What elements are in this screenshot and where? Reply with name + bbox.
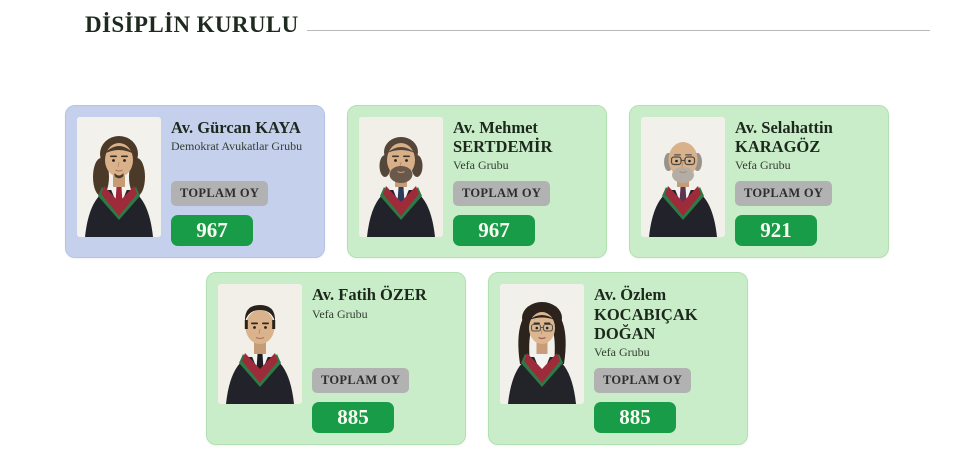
member-info: Av. Özlem KOCABIÇAK DOĞAN Vefa Grubu TOP… (594, 284, 736, 433)
vote-count-badge: 967 (453, 215, 535, 247)
portrait-photo (500, 284, 584, 405)
portrait-photo (359, 117, 443, 237)
vote-badges: TOPLAM OY 885 (594, 360, 736, 433)
member-info: Av. Fatih ÖZER Vefa Grubu TOPLAM OY 885 (312, 284, 454, 433)
member-card: Av. Fatih ÖZER Vefa Grubu TOPLAM OY 885 (206, 272, 466, 445)
member-card: Av. Mehmet SERTDEMİR Vefa Grubu TOPLAM O… (347, 105, 607, 259)
vote-count-badge: 921 (735, 215, 817, 247)
portrait-photo (641, 117, 725, 237)
member-group: Vefa Grubu (594, 344, 650, 359)
page-title: DİSİPLİN KURULU (85, 12, 299, 37)
member-group: Vefa Grubu (735, 158, 791, 173)
vote-count-badge: 885 (312, 401, 394, 433)
member-card: Av. Özlem KOCABIÇAK DOĞAN Vefa Grubu TOP… (488, 272, 748, 445)
total-votes-label-badge: TOPLAM OY (171, 181, 269, 207)
member-name: Av. Fatih ÖZER (312, 285, 427, 305)
total-votes-label-badge: TOPLAM OY (735, 181, 833, 207)
member-group: Vefa Grubu (453, 158, 509, 173)
member-info: Av. Gürcan KAYA Demokrat Avukatlar Grubu… (171, 117, 313, 247)
member-name: Av. Özlem KOCABIÇAK DOĞAN (594, 285, 698, 343)
vote-badges: TOPLAM OY 967 (453, 173, 595, 247)
member-name: Av. Gürcan KAYA (171, 118, 301, 137)
member-group: Demokrat Avukatlar Grubu (171, 139, 303, 154)
member-group: Vefa Grubu (312, 306, 368, 321)
member-info: Av. Mehmet SERTDEMİR Vefa Grubu TOPLAM O… (453, 117, 595, 247)
vote-badges: TOPLAM OY 885 (312, 360, 454, 433)
vote-badges: TOPLAM OY 967 (171, 173, 313, 247)
vote-badges: TOPLAM OY 921 (735, 173, 877, 247)
total-votes-label-badge: TOPLAM OY (453, 181, 551, 207)
member-info: Av. Selahattin KARAGÖZ Vefa Grubu TOPLAM… (735, 117, 877, 247)
member-name: Av. Selahattin KARAGÖZ (735, 118, 833, 157)
portrait-photo (218, 284, 302, 405)
vote-count-badge: 967 (171, 215, 253, 247)
page-header: DİSİPLİN KURULU (85, 12, 930, 37)
title-divider-line (306, 30, 930, 32)
total-votes-label-badge: TOPLAM OY (594, 367, 692, 393)
member-card: Av. Selahattin KARAGÖZ Vefa Grubu TOPLAM… (629, 105, 889, 259)
total-votes-label-badge: TOPLAM OY (312, 367, 410, 393)
member-card: Av. Gürcan KAYA Demokrat Avukatlar Grubu… (65, 105, 325, 259)
member-name: Av. Mehmet SERTDEMİR (453, 118, 553, 157)
vote-count-badge: 885 (594, 401, 676, 433)
member-cards-grid: Av. Gürcan KAYA Demokrat Avukatlar Grubu… (64, 105, 890, 445)
portrait-photo (77, 117, 161, 237)
